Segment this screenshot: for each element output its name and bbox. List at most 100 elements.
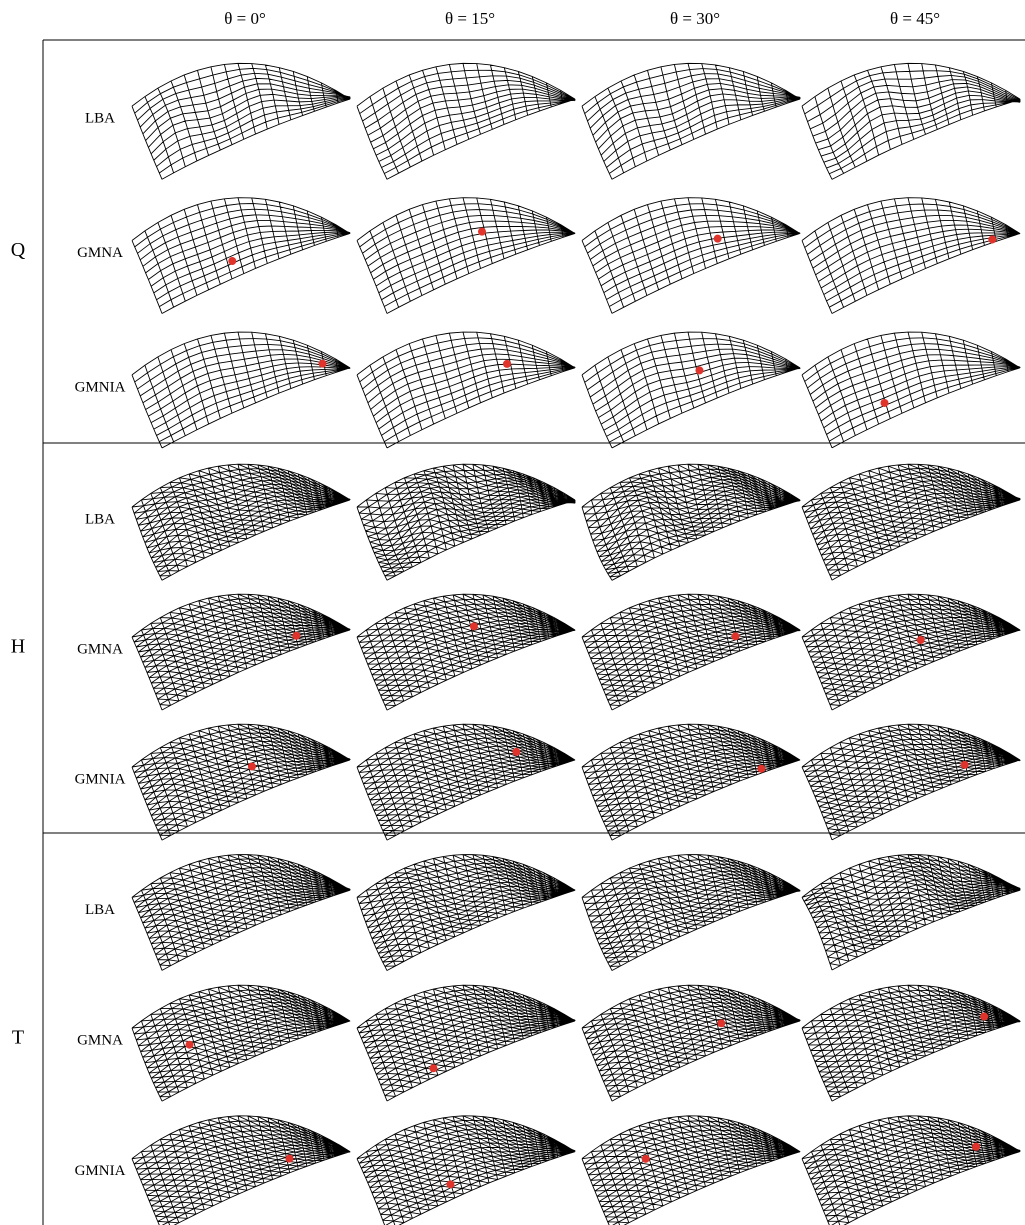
- column-header: θ = 30°: [670, 9, 720, 28]
- row-label: GMNIA: [75, 379, 126, 395]
- mesh-lines: [356, 593, 576, 711]
- failure-point: [713, 234, 722, 243]
- failure-point: [916, 636, 925, 645]
- mesh: [581, 593, 801, 711]
- mesh: [801, 62, 1021, 180]
- mesh: [131, 331, 351, 449]
- mesh: [581, 984, 801, 1102]
- failure-point: [429, 1064, 438, 1073]
- row-label: GMNA: [77, 245, 123, 261]
- mesh: [356, 197, 576, 314]
- failure-point: [960, 760, 969, 769]
- failure-point: [731, 632, 740, 641]
- mesh: [801, 854, 1021, 971]
- mesh: [801, 593, 1021, 711]
- failure-point: [469, 622, 478, 631]
- failure-point: [880, 398, 889, 407]
- mesh: [581, 331, 801, 449]
- mesh: [356, 1115, 576, 1225]
- mesh: [131, 984, 351, 1102]
- failure-point: [717, 1019, 726, 1028]
- mesh: [356, 331, 576, 449]
- failure-point: [503, 359, 512, 368]
- mesh: [581, 723, 801, 841]
- mesh: [131, 62, 351, 180]
- mesh: [581, 197, 801, 314]
- mesh: [356, 723, 576, 841]
- mesh: [801, 723, 1021, 841]
- mesh-lines: [131, 197, 351, 314]
- mesh-lines: [581, 197, 801, 314]
- mesh-lines: [581, 1115, 801, 1225]
- mesh: [131, 723, 351, 841]
- mesh-lines: [581, 984, 801, 1102]
- group-label: H: [11, 636, 25, 658]
- mesh-lines: [131, 723, 351, 841]
- mesh: [801, 1115, 1021, 1225]
- column-header: θ = 0°: [224, 9, 266, 28]
- failure-point: [988, 235, 997, 244]
- failure-point: [512, 747, 521, 756]
- mesh: [801, 197, 1021, 314]
- mesh-lines: [356, 197, 576, 314]
- failure-point: [185, 1040, 194, 1049]
- mesh: [581, 854, 801, 971]
- failure-point: [318, 359, 327, 368]
- row-label: GMNA: [77, 1032, 123, 1048]
- mesh-lines: [581, 463, 801, 581]
- mesh-lines: [131, 593, 351, 711]
- mesh-lines: [581, 854, 801, 971]
- mesh-lines: [801, 854, 1021, 971]
- mesh: [801, 463, 1021, 581]
- mesh-lines: [801, 463, 1021, 581]
- row-label: LBA: [85, 902, 115, 918]
- mesh-lines: [131, 62, 351, 180]
- mesh-lines: [581, 723, 801, 841]
- mesh-lines: [356, 984, 576, 1102]
- failure-point: [285, 1154, 294, 1163]
- mesh-lines: [131, 1115, 351, 1225]
- group-label: T: [12, 1027, 24, 1049]
- failure-point: [695, 366, 704, 375]
- mesh: [131, 593, 351, 711]
- mesh-lines: [356, 723, 576, 841]
- mesh: [801, 984, 1021, 1102]
- group-label: Q: [11, 239, 26, 261]
- mesh: [131, 1115, 351, 1225]
- failure-point: [292, 631, 301, 640]
- mesh: [356, 593, 576, 711]
- failure-point: [446, 1180, 455, 1189]
- failure-point: [228, 257, 237, 266]
- mesh-lines: [801, 62, 1021, 180]
- failure-point: [641, 1154, 650, 1163]
- mesh: [801, 331, 1021, 449]
- failure-point: [757, 764, 766, 773]
- row-label: GMNIA: [75, 1163, 126, 1179]
- mesh-lines: [356, 1115, 576, 1225]
- mesh: [131, 463, 351, 581]
- mesh-lines: [356, 463, 576, 581]
- failure-point: [972, 1142, 981, 1151]
- failure-point: [477, 227, 486, 236]
- mesh: [581, 1115, 801, 1225]
- mesh: [356, 463, 576, 581]
- mesh: [131, 197, 351, 314]
- mesh-lines: [801, 593, 1021, 711]
- failure-point: [247, 762, 256, 771]
- mesh: [356, 854, 576, 971]
- mesh-lines: [581, 331, 801, 449]
- mesh-lines: [131, 854, 351, 971]
- row-label: GMNA: [77, 641, 123, 657]
- mesh-lines: [581, 593, 801, 711]
- mesh-lines: [356, 854, 576, 971]
- mesh-lines: [131, 463, 351, 581]
- mesh-lines: [801, 1115, 1021, 1225]
- column-header: θ = 15°: [445, 9, 495, 28]
- mesh-lines: [801, 723, 1021, 841]
- row-label: LBA: [85, 511, 115, 527]
- row-label: GMNIA: [75, 771, 126, 787]
- mesh: [131, 854, 351, 971]
- mesh: [356, 62, 576, 180]
- row-label: LBA: [85, 111, 115, 127]
- mesh-lines: [356, 62, 576, 180]
